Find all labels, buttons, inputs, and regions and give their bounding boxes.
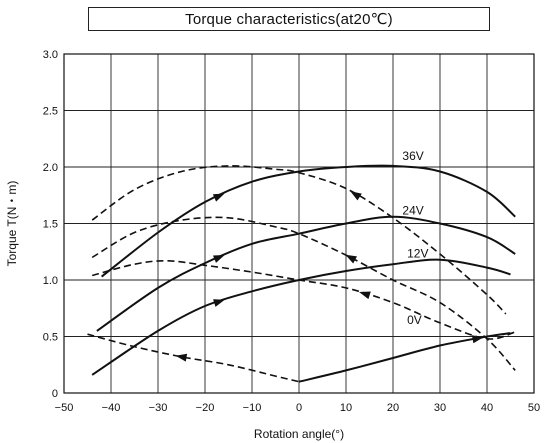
direction-arrow — [350, 191, 362, 201]
series-label-12v: 12V — [407, 246, 428, 260]
series-label-36v: 36V — [402, 149, 423, 163]
axes — [63, 53, 535, 394]
plot-frame — [63, 53, 535, 394]
return-curve-3 — [91, 216, 516, 371]
tick-labels: −50 −40 −30 −20 −10 0 10 20 30 40 50 0 0.5 1.0 1.5 2.0 2… — [43, 49, 540, 414]
x-tick-label: 20 — [387, 402, 399, 414]
direction-arrow — [213, 255, 225, 263]
return-curve-1 — [91, 165, 507, 315]
x-tick-label: −30 — [149, 402, 168, 414]
y-tick-label: 1.5 — [43, 219, 58, 231]
series-label-0v: 0V — [407, 313, 422, 327]
chart-title: Torque characteristics(at20℃) — [88, 7, 490, 31]
series-labels: 36V 24V 12V 0V — [402, 149, 428, 327]
return-curve-5 — [91, 259, 516, 340]
direction-arrow — [471, 335, 484, 344]
x-tick-label: 10 — [340, 402, 352, 414]
direction-arrow — [345, 254, 357, 264]
grid-lines — [63, 53, 535, 394]
direction-arrow — [359, 291, 371, 300]
curve-2 — [96, 215, 516, 332]
curves — [87, 164, 516, 383]
x-tick-label: 40 — [481, 402, 493, 414]
return-curve-7 — [87, 333, 300, 383]
x-tick-label: −50 — [55, 402, 74, 414]
y-axis-label: Torque T(N・m) — [5, 181, 19, 267]
series-label-24v: 24V — [402, 203, 423, 217]
x-axis-label: Rotation angle(°) — [254, 427, 344, 441]
direction-arrow — [213, 299, 225, 307]
y-tick-label: 1.0 — [43, 275, 58, 287]
x-tick-label: 50 — [528, 402, 540, 414]
y-tick-label: 0.5 — [43, 332, 58, 344]
direction-arrow — [212, 193, 225, 202]
curve-4 — [91, 258, 511, 376]
y-tick-label: 2.0 — [43, 162, 58, 174]
direction-arrow — [175, 353, 188, 362]
x-tick-label: −10 — [243, 402, 262, 414]
x-tick-label: −40 — [102, 402, 121, 414]
x-tick-label: −20 — [196, 402, 215, 414]
y-tick-label: 2.5 — [43, 106, 58, 118]
x-tick-label: 0 — [296, 402, 302, 414]
curve-6 — [298, 332, 511, 383]
y-tick-label: 0 — [52, 388, 58, 400]
x-tick-label: 30 — [434, 402, 446, 414]
y-tick-label: 3.0 — [43, 49, 58, 61]
curve-0 — [100, 164, 516, 278]
